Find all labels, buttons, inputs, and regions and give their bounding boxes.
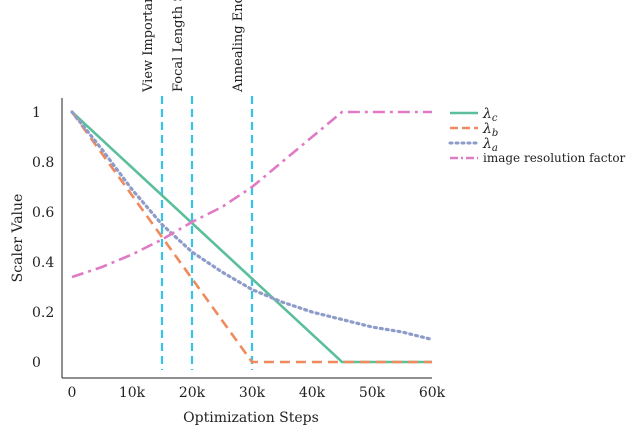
y-tick-label: 1 bbox=[32, 105, 41, 121]
y-tick-label: 0.2 bbox=[32, 305, 54, 321]
legend-label: λb bbox=[482, 121, 498, 139]
x-tick-label: 30k bbox=[239, 385, 266, 401]
axes bbox=[61, 98, 432, 379]
series-lines bbox=[70, 110, 434, 364]
y-tick-labels: 0 0.2 0.4 0.6 0.8 1 bbox=[32, 105, 54, 371]
legend-label: λa bbox=[482, 136, 498, 154]
x-tick-label: 60k bbox=[419, 385, 446, 401]
legend-label: image resolution factor bbox=[483, 151, 626, 165]
x-tick-label: 0 bbox=[68, 385, 77, 401]
x-tick-label: 40k bbox=[299, 385, 326, 401]
x-tick-label: 10k bbox=[119, 385, 146, 401]
y-tick-label: 0.8 bbox=[32, 155, 54, 171]
series-line bbox=[71, 111, 432, 364]
legend-label: λc bbox=[482, 106, 498, 124]
vline-label: View Importance Start bbox=[141, 0, 156, 93]
x-tick-labels: 0 10k 20k 30k 40k 50k 60k bbox=[68, 385, 446, 401]
y-tick-label: 0.4 bbox=[32, 255, 54, 271]
x-tick-label: 50k bbox=[359, 385, 386, 401]
vline-label: Annealing End bbox=[231, 0, 246, 93]
series-line bbox=[70, 111, 432, 364]
y-tick-label: 0.6 bbox=[32, 205, 54, 221]
series-line bbox=[70, 110, 434, 342]
series-line bbox=[71, 110, 432, 279]
vertical-markers: View Importance Start Focal Length Start A… bbox=[141, 0, 254, 370]
y-axis-title: Scaler Value bbox=[10, 194, 26, 283]
x-tick-label: 20k bbox=[179, 385, 206, 401]
x-axis-title: Optimization Steps bbox=[183, 410, 319, 426]
y-tick-label: 0 bbox=[32, 355, 41, 371]
vline-label: Focal Length Start bbox=[171, 0, 186, 92]
